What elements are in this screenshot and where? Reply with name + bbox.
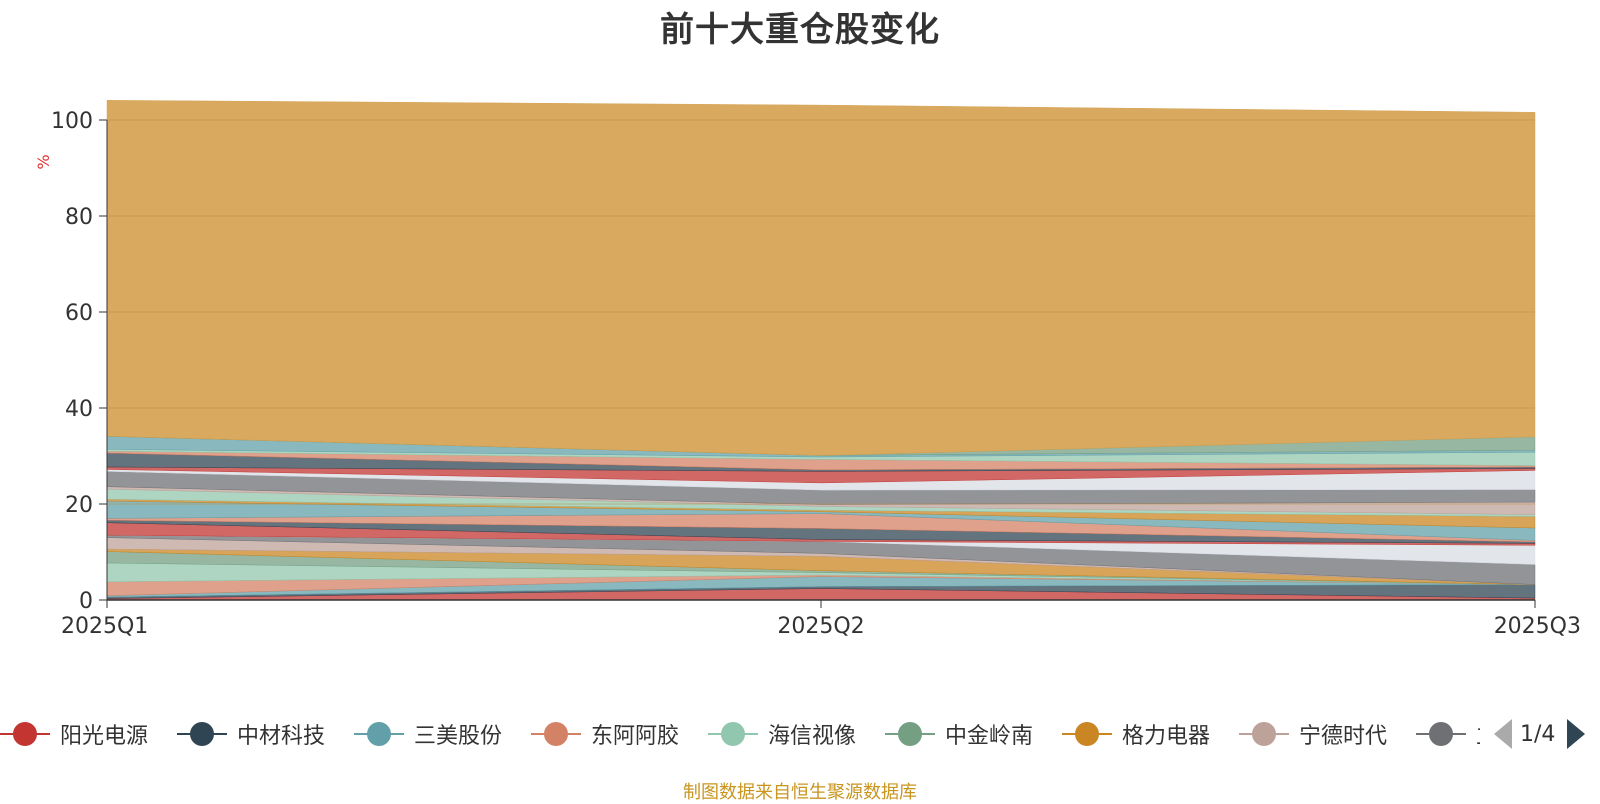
y-tick-label: 60 xyxy=(65,301,93,326)
legend-marker-line xyxy=(708,722,758,746)
x-tick-label: 2025Q3 xyxy=(1494,614,1581,639)
legend-item[interactable]: 中金岭南 xyxy=(885,716,1033,752)
legend-marker-dot xyxy=(898,722,922,746)
legend-label: 中材科技 xyxy=(237,724,326,749)
legend-label: 东阿阿胶 xyxy=(591,724,680,749)
y-tick-label: 40 xyxy=(65,397,93,422)
y-tick-label: 0 xyxy=(79,589,93,614)
legend-label: 宁德时代 xyxy=(1299,724,1388,749)
legend-item[interactable]: 立讯精密 xyxy=(1416,716,1480,752)
stacked-area-chart: 0 20 40 60 80 100 2025Q1 2025Q2 2025Q3 % xyxy=(34,100,1581,639)
legend-label: 格力电器 xyxy=(1122,724,1211,749)
legend-item[interactable]: 宁德时代 xyxy=(1239,716,1387,752)
legend-label: 阳光电源 xyxy=(60,724,149,749)
legend-marker-dot xyxy=(1075,722,1099,746)
legend-marker-line xyxy=(1239,722,1289,746)
legend-marker-line xyxy=(1062,722,1112,746)
legend: 阳光电源 中材科技 三美股份 东阿阿胶 海信视像 中金岭南 格力电器 宁德时代 立讯精密 xyxy=(0,716,1480,752)
x-tick-label: 2025Q1 xyxy=(61,614,148,639)
axes: 0 20 40 60 80 100 2025Q1 2025Q2 2025Q3 xyxy=(51,109,1581,639)
legend-item[interactable]: 阳光电源 xyxy=(0,716,148,752)
legend-item[interactable]: 中材科技 xyxy=(177,716,325,752)
y-tick-label: 20 xyxy=(65,493,93,518)
y-tick-label: 80 xyxy=(65,205,93,230)
legend-marker-dot xyxy=(367,722,391,746)
grid-lines xyxy=(107,119,1535,505)
data-source-note: 制图数据来自恒生聚源数据库 xyxy=(683,782,917,803)
x-tick-label: 2025Q2 xyxy=(777,614,864,639)
legend-marker-dot xyxy=(190,722,214,746)
area-series-26 xyxy=(106,100,1536,456)
legend-page-indicator: 1/4 xyxy=(1520,721,1556,747)
legend-label: 三美股份 xyxy=(414,724,503,749)
legend-prev-page-button[interactable] xyxy=(1494,719,1512,749)
legend-marker-line xyxy=(177,722,227,746)
legend-marker-dot xyxy=(13,722,37,746)
legend-label: 立讯精密 xyxy=(1476,718,1480,750)
legend-marker-line xyxy=(1416,722,1466,746)
legend-next-page-button[interactable] xyxy=(1567,719,1586,749)
area-series xyxy=(106,100,1536,601)
legend-marker-line xyxy=(354,722,404,746)
legend-marker-dot xyxy=(721,722,745,746)
legend-item[interactable]: 三美股份 xyxy=(354,716,502,752)
legend-marker-dot xyxy=(544,722,568,746)
legend-item[interactable]: 格力电器 xyxy=(1062,716,1210,752)
y-tick-label: 100 xyxy=(51,109,93,134)
chart-title: 前十大重仓股变化 xyxy=(660,10,940,50)
legend-marker-line xyxy=(531,722,581,746)
legend-marker-line xyxy=(885,722,935,746)
y-axis-label: % xyxy=(34,154,53,169)
legend-label: 中金岭南 xyxy=(945,724,1034,749)
legend-item[interactable]: 东阿阿胶 xyxy=(531,716,679,752)
legend-marker-line xyxy=(0,722,50,746)
legend-pager: 1/4 xyxy=(1494,716,1586,752)
legend-label: 海信视像 xyxy=(768,724,857,749)
legend-item[interactable]: 海信视像 xyxy=(708,716,856,752)
legend-marker-dot xyxy=(1429,722,1453,746)
legend-marker-dot xyxy=(1252,722,1276,746)
